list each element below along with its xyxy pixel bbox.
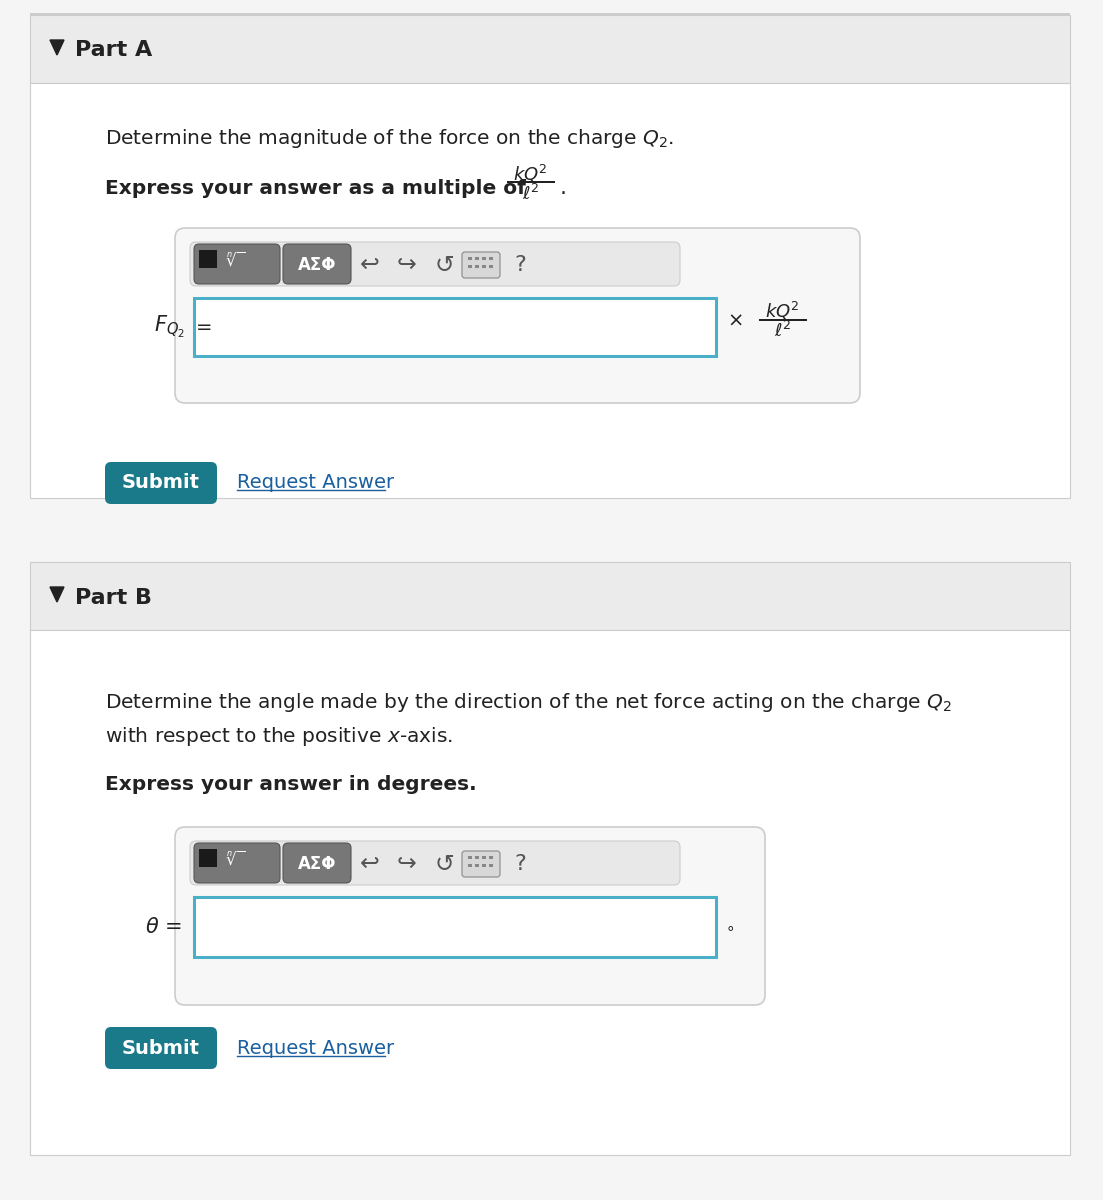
FancyBboxPatch shape — [105, 1027, 217, 1069]
Text: Determine the angle made by the direction of the net force acting on the charge : Determine the angle made by the directio… — [105, 690, 952, 714]
Text: with respect to the positive $x$-axis.: with respect to the positive $x$-axis. — [105, 725, 453, 748]
FancyBboxPatch shape — [175, 228, 860, 403]
Text: $kQ^2$: $kQ^2$ — [513, 163, 547, 185]
Bar — [194, 898, 716, 958]
Bar — [194, 298, 716, 356]
Text: $\sqrt[n]{\,}$: $\sqrt[n]{\,}$ — [226, 251, 245, 269]
Bar — [468, 864, 472, 866]
Text: $\theta$ =: $\theta$ = — [146, 917, 182, 937]
Text: ?: ? — [514, 254, 526, 275]
Bar — [475, 265, 479, 268]
Bar — [507, 181, 555, 182]
Text: Determine the magnitude of the force on the charge $Q_2$.: Determine the magnitude of the force on … — [105, 126, 674, 150]
Bar — [489, 265, 493, 268]
Text: ?: ? — [514, 854, 526, 874]
Text: Express your answer in degrees.: Express your answer in degrees. — [105, 774, 476, 793]
Bar — [489, 856, 493, 859]
Bar — [475, 257, 479, 260]
Polygon shape — [50, 587, 64, 602]
Bar — [759, 319, 807, 320]
Text: $\sqrt[n]{\,}$: $\sqrt[n]{\,}$ — [226, 850, 245, 869]
FancyBboxPatch shape — [194, 244, 280, 284]
Text: Part B: Part B — [75, 588, 152, 608]
Bar — [468, 257, 472, 260]
Bar — [30, 83, 1070, 498]
Text: ↩: ↩ — [360, 852, 379, 876]
Bar — [30, 562, 1070, 630]
Text: ΑΣΦ: ΑΣΦ — [298, 256, 336, 274]
Bar — [482, 257, 486, 260]
Text: $kQ^2$: $kQ^2$ — [764, 300, 800, 322]
FancyBboxPatch shape — [190, 242, 681, 286]
Bar — [475, 856, 479, 859]
Text: ↩: ↩ — [360, 253, 379, 277]
Text: ΑΣΦ: ΑΣΦ — [298, 854, 336, 874]
Bar — [482, 856, 486, 859]
Text: ↪: ↪ — [397, 852, 417, 876]
Bar — [475, 864, 479, 866]
Bar — [489, 864, 493, 866]
FancyBboxPatch shape — [283, 842, 351, 883]
Bar — [468, 856, 472, 859]
Bar — [30, 13, 1070, 14]
Text: Submit: Submit — [122, 1038, 200, 1057]
Text: Request Answer: Request Answer — [237, 474, 394, 492]
Bar — [30, 630, 1070, 1154]
Bar — [482, 864, 486, 866]
Bar — [489, 257, 493, 260]
FancyBboxPatch shape — [194, 842, 280, 883]
Text: Part A: Part A — [75, 40, 152, 60]
FancyBboxPatch shape — [283, 244, 351, 284]
Text: ↺: ↺ — [435, 852, 453, 876]
FancyBboxPatch shape — [462, 252, 500, 278]
Bar — [199, 850, 217, 866]
FancyBboxPatch shape — [462, 851, 500, 877]
Text: Request Answer: Request Answer — [237, 1038, 394, 1057]
FancyBboxPatch shape — [105, 462, 217, 504]
Text: $\circ$: $\circ$ — [726, 919, 735, 935]
Text: $\ell^2$: $\ell^2$ — [774, 320, 792, 341]
Text: ↪: ↪ — [397, 253, 417, 277]
Text: .: . — [560, 178, 567, 198]
Bar — [30, 14, 1070, 83]
Text: ↺: ↺ — [435, 253, 453, 277]
Polygon shape — [50, 40, 64, 55]
Bar — [468, 265, 472, 268]
Text: Submit: Submit — [122, 474, 200, 492]
Text: $\times$: $\times$ — [727, 311, 742, 330]
Text: $\ell^2$: $\ell^2$ — [522, 184, 539, 204]
Text: =: = — [196, 318, 213, 336]
Bar — [199, 250, 217, 268]
FancyBboxPatch shape — [190, 841, 681, 886]
Text: Express your answer as a multiple of: Express your answer as a multiple of — [105, 179, 526, 198]
Text: $F_{Q_2}$: $F_{Q_2}$ — [154, 314, 185, 340]
FancyBboxPatch shape — [175, 827, 765, 1006]
Bar — [482, 265, 486, 268]
